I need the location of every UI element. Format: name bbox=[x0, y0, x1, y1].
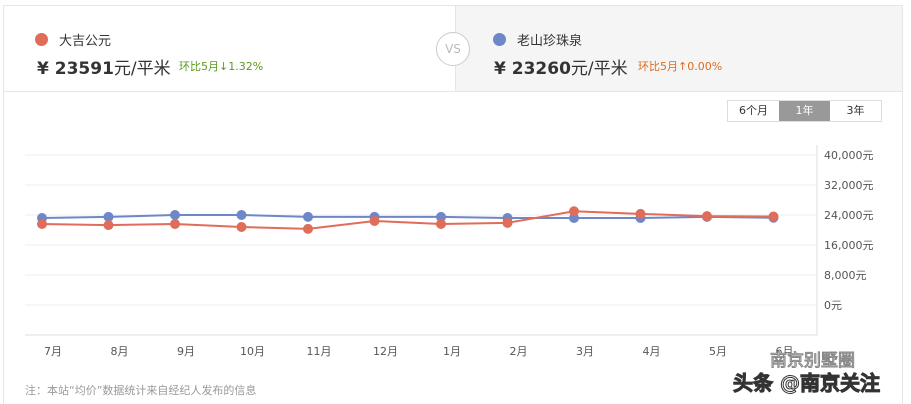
x-tick-label: 6月 bbox=[776, 345, 794, 358]
data-point bbox=[436, 211, 446, 222]
comparison-header: 大吉公元 ¥ 23591元/平米 环比5月↓1.32% VS 老山珍珠泉 ¥ 2… bbox=[4, 6, 902, 92]
data-point bbox=[768, 211, 779, 222]
data-point bbox=[170, 210, 180, 220]
data-point bbox=[702, 211, 712, 222]
currency: ¥ bbox=[494, 59, 506, 79]
y-tick-label: 8,000元 bbox=[824, 269, 867, 282]
x-tick-label: 12月 bbox=[373, 345, 398, 358]
data-point bbox=[37, 219, 47, 229]
tab-1-year[interactable]: 1年 bbox=[779, 101, 830, 121]
data-point bbox=[103, 211, 114, 222]
estate-price: ¥ 23260元/平米 bbox=[494, 54, 628, 79]
vs-badge: VS bbox=[436, 32, 470, 66]
estate-name: 老山珍珠泉 bbox=[517, 34, 583, 49]
y-tick-label: 16,000元 bbox=[824, 239, 874, 252]
data-point bbox=[369, 216, 380, 226]
price-value: 23591 bbox=[54, 59, 114, 79]
price-value: 23260 bbox=[511, 59, 571, 79]
comparison-panel: 大吉公元 ¥ 23591元/平米 环比5月↓1.32% VS 老山珍珠泉 ¥ 2… bbox=[3, 5, 903, 404]
y-tick-label: 0元 bbox=[824, 299, 842, 312]
right-estate: 老山珍珠泉 ¥ 23260元/平米 环比5月↑0.00% bbox=[455, 6, 902, 91]
watermark-line2: 头条 @南京关注 bbox=[733, 371, 881, 396]
x-tick-label: 2月 bbox=[510, 345, 528, 358]
x-tick-label: 11月 bbox=[307, 345, 332, 358]
series-line bbox=[41, 210, 774, 230]
tab-3-years[interactable]: 3年 bbox=[830, 101, 881, 121]
data-point bbox=[502, 217, 513, 228]
y-tick-label: 40,000元 bbox=[824, 149, 874, 162]
x-tick-label: 4月 bbox=[643, 345, 661, 358]
data-point bbox=[569, 206, 579, 217]
estate-price: ¥ 23591元/平米 bbox=[37, 54, 171, 79]
currency: ¥ bbox=[37, 59, 49, 79]
y-tick-label: 24,000元 bbox=[824, 209, 874, 222]
watermark-line1: 南京别墅圈 bbox=[770, 351, 856, 372]
x-tick-label: 10月 bbox=[240, 345, 265, 358]
data-point bbox=[236, 210, 247, 220]
data-point bbox=[635, 208, 646, 219]
price-unit: 元/平米 bbox=[570, 59, 628, 79]
data-point bbox=[303, 223, 313, 234]
range-tabs: 6个月 1年 3年 bbox=[727, 100, 882, 122]
y-tick-label: 32,000元 bbox=[824, 179, 874, 192]
x-tick-label: 5月 bbox=[709, 345, 727, 358]
series-color-dot bbox=[493, 33, 506, 46]
x-tick-label: 1月 bbox=[443, 345, 461, 358]
series-color-dot bbox=[35, 33, 48, 46]
data-point bbox=[436, 219, 446, 229]
price-unit: 元/平米 bbox=[113, 59, 171, 79]
x-tick-label: 9月 bbox=[177, 345, 195, 358]
data-point bbox=[236, 222, 247, 232]
price-change: 环比5月↓1.32% bbox=[179, 60, 264, 73]
tab-6-months[interactable]: 6个月 bbox=[728, 101, 779, 121]
data-point bbox=[103, 220, 114, 231]
x-tick-label: 8月 bbox=[111, 345, 129, 358]
data-point bbox=[303, 211, 313, 222]
x-tick-label: 3月 bbox=[576, 345, 594, 358]
series-line bbox=[41, 214, 774, 219]
estate-name: 大吉公元 bbox=[59, 34, 112, 49]
price-change: 环比5月↑0.00% bbox=[638, 60, 723, 73]
x-tick-label: 7月 bbox=[44, 345, 62, 358]
footnote: 注：本站“均价”数据统计来自经纪人发布的信息 bbox=[25, 384, 257, 397]
data-point bbox=[170, 219, 180, 229]
left-estate: 大吉公元 ¥ 23591元/平米 环比5月↓1.32% bbox=[4, 6, 455, 91]
